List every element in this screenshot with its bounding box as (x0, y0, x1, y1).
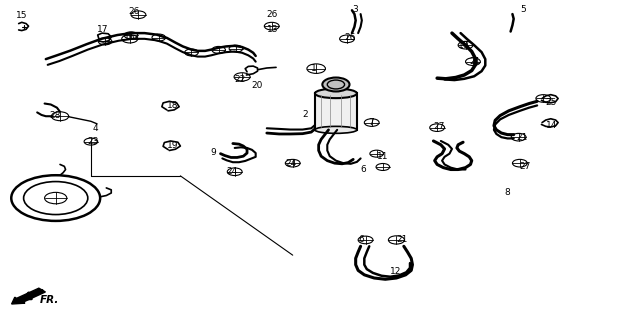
Text: 13: 13 (267, 25, 278, 35)
Text: 11: 11 (377, 152, 388, 161)
Text: 27: 27 (520, 162, 531, 171)
Text: 27: 27 (433, 122, 445, 131)
Text: 2: 2 (303, 109, 308, 118)
Text: 6: 6 (358, 236, 364, 244)
Text: 19: 19 (167, 141, 179, 150)
Text: 24: 24 (227, 167, 238, 176)
Text: 26: 26 (344, 33, 355, 42)
Text: 21: 21 (516, 133, 528, 142)
Text: 22: 22 (235, 75, 246, 84)
Text: 14: 14 (546, 121, 557, 130)
Text: 3: 3 (352, 5, 358, 14)
Ellipse shape (315, 126, 357, 133)
Circle shape (322, 77, 350, 92)
Text: 23: 23 (88, 137, 99, 146)
Text: 16: 16 (123, 33, 135, 42)
Text: 21: 21 (469, 57, 481, 66)
Text: 17: 17 (97, 25, 108, 35)
Text: 4: 4 (93, 124, 99, 133)
Text: FR.: FR. (40, 295, 59, 305)
Text: 10: 10 (458, 41, 469, 50)
Text: 5: 5 (520, 5, 526, 14)
Text: 26: 26 (128, 7, 140, 16)
Text: 24: 24 (285, 159, 296, 168)
Text: 12: 12 (390, 267, 402, 276)
Text: 25: 25 (546, 98, 557, 107)
Text: 1: 1 (311, 64, 317, 73)
Text: 18: 18 (167, 101, 179, 110)
Ellipse shape (315, 89, 357, 98)
FancyArrow shape (12, 288, 45, 304)
Text: 15: 15 (16, 11, 27, 20)
Bar (315, 93, 357, 130)
Text: 20: 20 (251, 81, 263, 90)
Text: 7: 7 (369, 118, 374, 127)
Text: 26: 26 (267, 10, 278, 19)
Text: 6: 6 (361, 165, 366, 174)
Text: 9: 9 (210, 148, 216, 156)
Text: 8: 8 (505, 188, 510, 197)
Text: 28: 28 (50, 111, 61, 120)
Text: 21: 21 (396, 236, 408, 244)
